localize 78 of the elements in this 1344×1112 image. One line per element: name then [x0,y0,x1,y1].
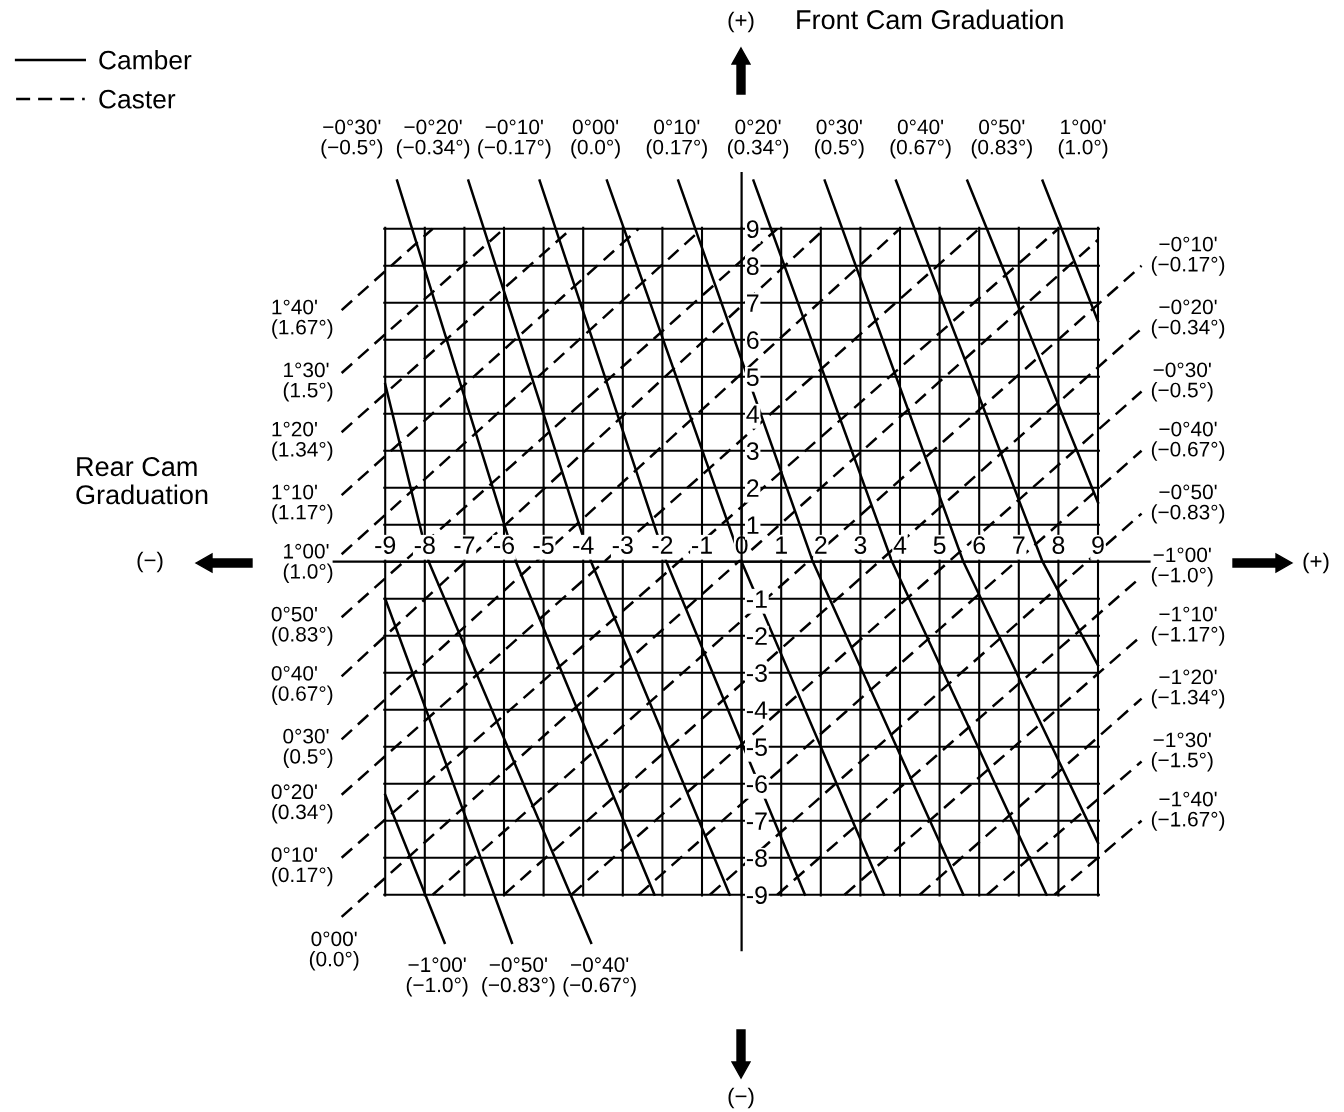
y-tick-label: 6 [747,331,759,349]
y-tick-label: 2 [747,479,759,497]
y-tick-label: 1 [747,516,759,534]
text: (+) [1303,552,1329,574]
legend-label: Camber [99,50,192,70]
annotation: 0°20' (0.34°) [271,784,333,824]
y-tick-label: -3 [746,664,767,682]
x-tick-label: 3 [854,536,867,554]
annotation: 0°00' (0.0°) [571,119,620,159]
annotation: 0°50' (0.83°) [271,606,333,646]
y-tick-label: -7 [746,812,767,830]
y-tick-label: 9 [746,220,759,238]
annotation: −1°40' (−1.67°) [1151,791,1225,831]
annotation: −0°10' (−0.17°) [1151,236,1225,276]
annotation: 0°30' (0.5°) [815,119,864,159]
annotation: 1°40' (1.67°) [272,299,333,339]
x-tick-label: -7 [454,536,475,554]
annotation: 0°10' (0.17°) [271,847,333,887]
annotation: 0°40' (0.67°) [271,665,333,705]
text: (+) [728,11,754,33]
x-tick-label: 4 [893,536,907,554]
x-tick-label: -1 [692,536,712,554]
x-tick-label: -8 [414,536,435,554]
annotation: −0°50' (−0.83°) [482,957,555,997]
x-tick-label: -9 [375,536,396,554]
annotation: 0°30' (0.5°) [283,728,333,768]
y-tick-label: 4 [746,405,759,423]
annotation: 1°00' (1.0°) [1058,119,1108,159]
annotation: 1°00' (1.0°) [283,543,333,583]
annotation: −1°10' (−1.17°) [1151,606,1225,646]
x-tick-label: 7 [1013,536,1025,554]
text: Rear Cam Graduation [76,457,208,505]
y-tick-label: -9 [746,886,767,904]
y-tick-label: 5 [746,368,759,386]
x-tick-label: 1 [776,536,787,554]
y-tick-label: -4 [746,701,768,719]
y-tick-label: -5 [746,738,767,756]
x-tick-label: 2 [815,536,827,554]
x-tick-label: -2 [652,536,673,554]
x-tick-label: -6 [494,536,515,554]
annotation: 0°00' (0.0°) [309,931,359,971]
text: (−) [137,551,163,573]
annotation: 0°10' (0.17°) [646,119,707,159]
y-tick-label: -1 [746,590,767,608]
annotation: −0°30' (−0.5°) [1151,362,1213,402]
annotation: −1°00' (−1.0°) [1151,547,1213,587]
x-tick-label: -5 [533,536,554,554]
annotation: −0°50' (−0.83°) [1151,484,1225,524]
x-tick-label: 6 [973,536,986,554]
annotation: −1°30' (−1.5°) [1151,732,1213,772]
annotation: −1°00' (−1.0°) [406,957,468,997]
annotation: −0°40' (−0.67°) [563,957,636,997]
y-tick-label: 8 [746,257,759,275]
y-tick-label: 7 [747,294,759,312]
text: Front Cam Graduation [797,9,1063,30]
annotation: 0°20' (0.34°) [727,119,789,159]
annotation: 0°50' (0.83°) [971,119,1032,159]
text: (−) [728,1087,754,1109]
y-tick-label: 3 [746,442,759,460]
annotation: −0°30' (−0.5°) [321,119,383,159]
annotation: 1°20' (1.34°) [272,421,333,461]
annotation: 0°40' (0.67°) [890,119,951,159]
y-tick-label: -2 [746,627,767,645]
annotation: 1°30' (1.5°) [283,362,333,402]
annotation: −0°20' (−0.34°) [396,119,470,159]
annotation: −0°20' (−0.34°) [1151,299,1225,339]
annotation: −1°20' (−1.34°) [1151,669,1225,709]
x-tick-label: 5 [933,536,946,554]
x-tick-label: 8 [1052,536,1065,554]
annotation: 1°10' (1.17°) [272,484,333,524]
y-tick-label: -6 [746,775,767,793]
x-tick-label: -3 [612,536,633,554]
legend-label: Caster [99,89,176,109]
annotation: −0°40' (−0.67°) [1151,421,1225,461]
y-tick-label: -8 [746,849,767,867]
annotation: −0°10' (−0.17°) [478,119,551,159]
x-tick-label: 9 [1092,536,1104,554]
x-tick-label: -4 [573,536,594,554]
